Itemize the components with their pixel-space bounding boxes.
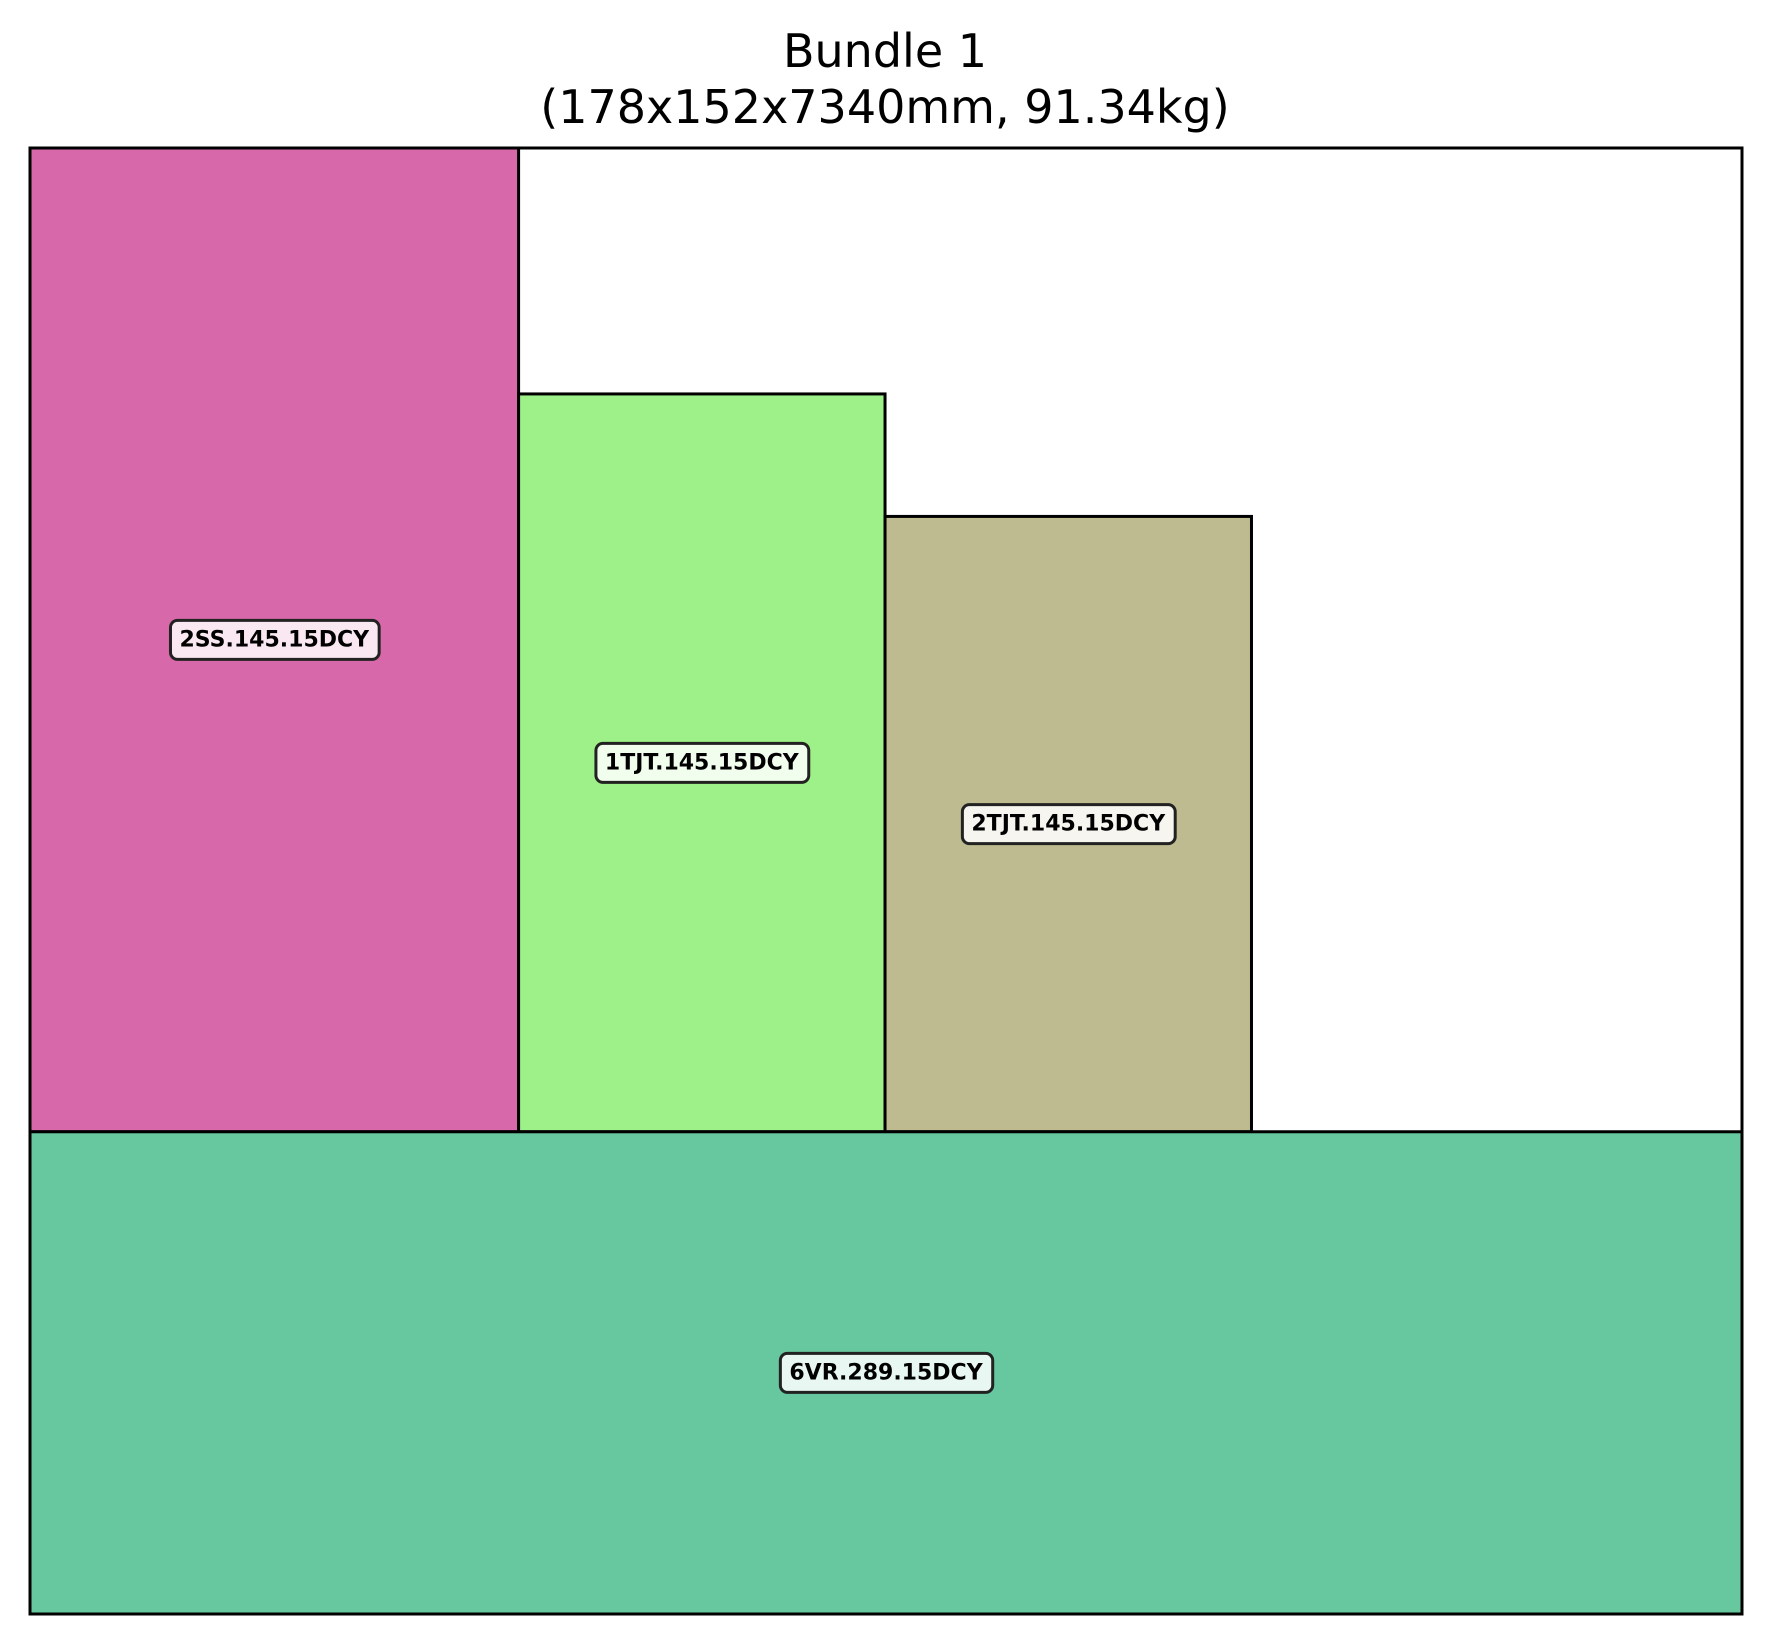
piece-label-box (960, 803, 1177, 846)
piece-label-text: 2SS.145.15DCY (179, 627, 370, 652)
piece-label-text: 6VR.289.15DCY (789, 1360, 983, 1385)
diagram-title: Bundle 1 (782, 24, 988, 78)
piece-label: 2TJT.145.15DCY (960, 803, 1177, 846)
piece-label-text: 1TJT.145.15DCY (605, 750, 800, 775)
piece-label-box (594, 741, 811, 784)
piece-label: 1TJT.145.15DCY (594, 741, 811, 784)
piece-label-box (778, 1351, 995, 1394)
bundle-frame-outline (28, 146, 1744, 1616)
piece-label-box (168, 618, 381, 661)
piece-label: 2SS.145.15DCY (168, 618, 381, 661)
diagram-subtitle: (178x152x7340mm, 91.34kg) (540, 80, 1230, 134)
piece-label-text: 2TJT.145.15DCY (971, 812, 1166, 837)
piece-label: 6VR.289.15DCY (778, 1351, 995, 1394)
